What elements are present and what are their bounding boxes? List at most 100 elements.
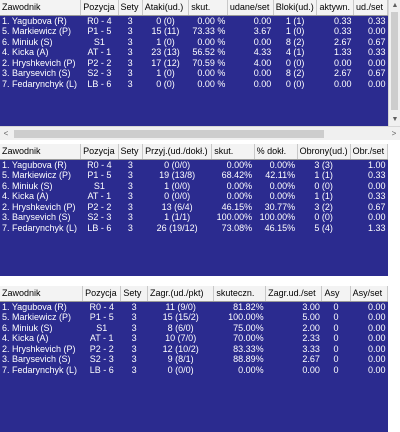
column-header[interactable]: aktywn. <box>316 0 355 16</box>
table-row[interactable]: 5. Markiewicz (P) P1 - 5 3 15 (11) 73.33 % 3.… <box>0 26 388 37</box>
column-header[interactable]: Pozycja <box>82 286 122 302</box>
vertical-scroll-thumb[interactable] <box>391 12 398 110</box>
column-header[interactable]: Ataki(ud.) <box>142 0 190 16</box>
horizontal-scroll-thumb[interactable] <box>14 130 324 138</box>
scroll-left-arrow-icon[interactable]: < <box>3 129 9 138</box>
player-name-cell: 5. Markiewicz (P) <box>2 26 72 36</box>
table-row[interactable]: 2. Hryshkevich (P) P2 - 2 3 13 (6/4) 46.15% 3… <box>0 202 388 213</box>
column-header[interactable]: skut. <box>211 144 255 160</box>
player-name-cell: 6. Miniuk (S) <box>2 322 53 333</box>
column-header[interactable]: Zagr.(ud./pkt) <box>147 286 215 302</box>
stat-cell: 3 <box>127 15 133 26</box>
stat-cell: 3 <box>127 68 133 78</box>
horizontal-scrollbar[interactable]: < > <box>0 126 400 140</box>
stat-cell: 70.00% <box>233 333 264 343</box>
attack-block-table: Zawodnik Pozycja Sety Ataki(ud.) skut. udane/… <box>0 0 388 89</box>
stat-cell: 0.00% <box>226 180 253 191</box>
scroll-up-arrow-icon[interactable]: ▲ <box>391 2 399 9</box>
column-header[interactable]: ud./set <box>353 0 388 16</box>
stat-cell: 0.33 <box>367 191 386 201</box>
stat-cell: 4.00 <box>253 57 272 68</box>
table-row[interactable]: 6. Miniuk (S) S1 3 1 (0) 0.00 % 0.00 8 (2) 2.67… <box>0 37 388 48</box>
column-header[interactable]: Pozycja <box>80 0 119 16</box>
stat-cell: 0.67 <box>367 36 386 47</box>
stat-cell: 0 (0) <box>285 57 305 68</box>
column-header[interactable]: Sety <box>118 0 143 16</box>
scroll-right-arrow-icon[interactable]: > <box>391 129 397 138</box>
stat-cell: 3 <box>131 333 137 343</box>
stat-cell: 3 <box>127 170 133 180</box>
stat-cell: 0.00% <box>269 159 296 170</box>
stat-cell: 0.33 <box>367 15 386 26</box>
stat-cell: 0 (0) <box>285 78 305 89</box>
stat-cell: 12 (10/2) <box>162 343 199 354</box>
stat-cell: LB - 6 <box>87 222 112 233</box>
stat-cell: 8 (2) <box>285 36 305 47</box>
player-name-cell: 1. Yagubova (R) <box>2 301 67 312</box>
stat-cell: 3 <box>127 180 133 191</box>
stat-cell: 75.00% <box>233 322 264 333</box>
stat-cell: 100.00% <box>216 212 253 222</box>
stat-cell: 4.33 <box>253 47 272 57</box>
column-header[interactable]: Zagr.ud./set <box>265 286 323 302</box>
stat-cell: LB - 6 <box>87 78 112 89</box>
serve-grid[interactable]: Zawodnik Pozycja Sety Zagr.(ud./pkt) skutecz… <box>0 286 388 432</box>
column-header[interactable]: Pozycja <box>80 144 119 160</box>
column-header[interactable]: % dokł. <box>254 144 298 160</box>
table-row[interactable]: 4. Kicka (A) AT - 1 3 10 (7/0) 70.00% 2.33 0 0.… <box>0 333 388 344</box>
table-row[interactable]: 1. Yagubova (R) R0 - 4 3 0 (0) 0.00 % 0.00 1 (… <box>0 15 388 26</box>
attack-block-grid[interactable]: Zawodnik Pozycja Sety Ataki(ud.) skut. udane/… <box>0 0 388 126</box>
table-row[interactable]: 4. Kicka (A) AT - 1 3 0 (0/0) 0.00% 0.00% 1 (1… <box>0 191 388 202</box>
table-row[interactable]: 1. Yagubova (R) R0 - 4 3 11 (9/0) 81.82% 3.00… <box>0 301 388 312</box>
table-row[interactable]: 4. Kicka (A) AT - 1 3 23 (13) 56.52 % 4.33 4 (… <box>0 47 388 58</box>
player-name-cell: 4. Kicka (A) <box>2 191 49 201</box>
column-header[interactable]: Obr./set <box>350 144 388 160</box>
stat-cell: 0 (0) <box>314 180 333 191</box>
column-header[interactable]: Zawodnik <box>0 144 82 160</box>
table-row[interactable]: 7. Fedarynchyk (L) LB - 6 3 26 (19/12) 73.08… <box>0 223 388 234</box>
stat-cell: 3 (3) <box>314 159 333 170</box>
stat-cell: P1 - 5 <box>87 26 112 36</box>
stat-cell: R0 - 4 <box>87 159 112 170</box>
table-row[interactable]: 6. Miniuk (S) S1 3 1 (0/0) 0.00% 0.00% 0 (0) 0.… <box>0 181 388 192</box>
table-row[interactable]: 6. Miniuk (S) S1 3 8 (6/0) 75.00% 2.00 0 0.00 <box>0 323 388 334</box>
column-header[interactable]: Asy/set <box>350 286 388 302</box>
stat-cell: AT - 1 <box>87 47 112 57</box>
column-header[interactable]: Bloki(ud.) <box>273 0 318 16</box>
column-header[interactable]: udane/set <box>227 0 274 16</box>
table-row[interactable]: 2. Hryshkevich (P) P2 - 2 3 17 (12) 70.59 % 4… <box>0 58 388 69</box>
stat-cell: 88.89% <box>233 354 264 364</box>
stat-cell: 0.00 <box>334 57 352 68</box>
table-row[interactable]: 3. Barysevich (S) S2 - 3 3 9 (8/1) 88.89% 2.6… <box>0 354 388 365</box>
table-row[interactable]: 2. Hryshkevich (P) P2 - 2 3 12 (10/2) 83.33%… <box>0 344 388 355</box>
player-name-cell: 1. Yagubova (R) <box>2 15 67 26</box>
column-header[interactable]: Sety <box>118 144 144 160</box>
column-header[interactable]: skut. <box>188 0 228 16</box>
reception-defence-grid[interactable]: Zawodnik Pozycja Sety Przyj.(ud./dokł.) skut… <box>0 144 388 276</box>
stat-cell: S1 <box>96 322 108 333</box>
table-row[interactable]: 7. Fedarynchyk (L) LB - 6 3 0 (0/0) 0.00% 0.0… <box>0 365 388 376</box>
stat-cell: 19 (13/8) <box>159 170 196 180</box>
header-row: Zawodnik Pozycja Sety Zagr.(ud./pkt) skutecz… <box>0 286 388 302</box>
column-header[interactable]: Asy <box>321 286 351 302</box>
stat-cell: 0.00 <box>302 364 320 375</box>
table-row[interactable]: 5. Markiewicz (P) P1 - 5 3 19 (13/8) 68.42% 4… <box>0 170 388 181</box>
column-header[interactable]: Obrony(ud.) <box>297 144 351 160</box>
player-name-cell: 6. Miniuk (S) <box>2 180 53 191</box>
column-header[interactable]: Sety <box>120 286 148 302</box>
stat-cell: 0.00 <box>367 26 386 36</box>
table-row[interactable]: 5. Markiewicz (P) P1 - 5 3 15 (15/2) 100.00%… <box>0 312 388 323</box>
table-row[interactable]: 3. Barysevich (S) S2 - 3 3 1 (1/1) 100.00% 10… <box>0 212 388 223</box>
reception-defence-panel: Zawodnik Pozycja Sety Przyj.(ud./dokł.) skut… <box>0 144 400 276</box>
table-row[interactable]: 3. Barysevich (S) S2 - 3 3 1 (0) 0.00 % 0.00 8… <box>0 68 388 79</box>
column-header[interactable]: Zawodnik <box>0 286 84 302</box>
column-header[interactable]: Zawodnik <box>0 0 82 16</box>
column-header[interactable]: Przyj.(ud./dokł.) <box>142 144 213 160</box>
stat-cell: 30.77% <box>264 201 296 212</box>
table-row[interactable]: 1. Yagubova (R) R0 - 4 3 0 (0/0) 0.00% 0.00% 3… <box>0 159 388 170</box>
scroll-down-arrow-icon[interactable]: ▼ <box>391 116 399 123</box>
table-row[interactable]: 7. Fedarynchyk (L) LB - 6 3 0 (0) 0.00 % 0.00… <box>0 79 388 90</box>
vertical-scrollbar[interactable]: ▲ ▼ <box>388 0 400 126</box>
stat-cell: AT - 1 <box>89 333 114 343</box>
column-header[interactable]: skuteczn. <box>213 286 267 302</box>
